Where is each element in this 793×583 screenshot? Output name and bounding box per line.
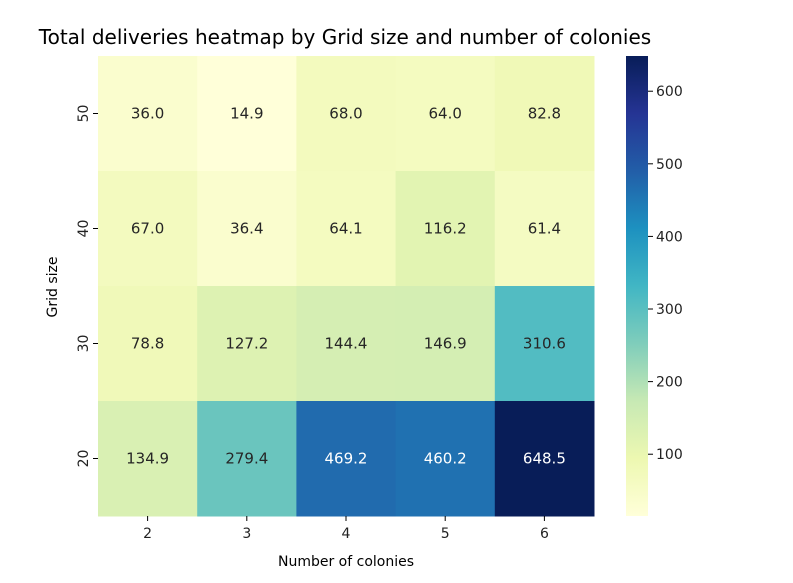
heatmap-cell xyxy=(197,401,297,517)
cell-value-label: 67.0 xyxy=(131,220,164,238)
heatmap-cell xyxy=(197,171,297,287)
colorbar xyxy=(626,56,648,516)
x-axis-label: Number of colonies xyxy=(278,554,414,570)
cell-value-label: 36.0 xyxy=(131,105,164,123)
cell-value-label: 310.6 xyxy=(523,335,566,353)
cell-value-label: 64.0 xyxy=(428,105,461,123)
heatmap-cell xyxy=(98,56,198,172)
heatmap-cell xyxy=(395,171,496,287)
heatmap-cell xyxy=(296,286,397,402)
heatmap-cell xyxy=(296,401,397,517)
x-tick-label: 3 xyxy=(242,526,251,542)
heatmap-cell xyxy=(296,56,397,172)
cell-value-label: 36.4 xyxy=(230,220,263,238)
heatmap-cell xyxy=(197,286,297,402)
heatmap-cell xyxy=(197,56,297,172)
y-tick-label: 40 xyxy=(76,220,92,238)
heatmap-cell xyxy=(98,401,198,517)
heatmap-cell xyxy=(494,401,595,517)
colorbar-tick-label: 300 xyxy=(656,302,683,318)
heatmap-cell xyxy=(494,171,595,287)
heatmap-cell xyxy=(395,401,496,517)
cell-value-label: 469.2 xyxy=(325,450,368,468)
cell-value-label: 14.9 xyxy=(230,105,263,123)
y-axis-label: Grid size xyxy=(45,257,61,318)
heatmap-cell xyxy=(296,171,397,287)
colorbar-tick-label: 500 xyxy=(656,157,683,173)
cell-value-label: 64.1 xyxy=(329,220,362,238)
heatmap-cell xyxy=(395,286,496,402)
cell-value-label: 146.9 xyxy=(424,335,467,353)
cell-value-label: 460.2 xyxy=(424,450,467,468)
cell-value-label: 127.2 xyxy=(225,335,268,353)
colorbar-tick-label: 100 xyxy=(656,447,683,463)
cell-value-label: 134.9 xyxy=(126,450,169,468)
cell-value-label: 82.8 xyxy=(528,105,561,123)
heatmap-cell xyxy=(494,286,595,402)
colorbar-tick-label: 600 xyxy=(656,84,683,100)
heatmap-cell xyxy=(98,286,198,402)
chart-title: Total deliveries heatmap by Grid size an… xyxy=(38,25,651,49)
y-tick-label: 30 xyxy=(76,335,92,353)
x-tick-label: 2 xyxy=(143,526,152,542)
cell-value-label: 279.4 xyxy=(225,450,268,468)
cell-value-label: 61.4 xyxy=(528,220,561,238)
x-axis: 2 3 4 5 6 xyxy=(143,516,549,542)
heatmap-cell xyxy=(494,56,595,172)
x-tick-label: 4 xyxy=(342,526,351,542)
cell-value-label: 144.4 xyxy=(325,335,368,353)
colorbar-ticks: 100 200 300 400 500 600 xyxy=(648,84,683,463)
colorbar-tick-label: 200 xyxy=(656,375,683,391)
x-tick-label: 5 xyxy=(441,526,450,542)
cell-value-label: 78.8 xyxy=(131,335,164,353)
y-tick-label: 50 xyxy=(76,105,92,123)
heatmap-cell xyxy=(98,171,198,287)
y-tick-label: 20 xyxy=(76,450,92,468)
cell-value-label: 648.5 xyxy=(523,450,566,468)
cell-value-label: 116.2 xyxy=(424,220,467,238)
heatmap-cells: 36.0 14.9 68.0 64.0 82.8 67.0 36.4 64.1 116.2 61.… xyxy=(98,56,595,517)
x-tick-label: 6 xyxy=(540,526,549,542)
colorbar-tick-label: 400 xyxy=(656,229,683,245)
heatmap-cell xyxy=(395,56,496,172)
cell-value-label: 68.0 xyxy=(329,105,362,123)
y-axis: 50 40 30 20 xyxy=(76,105,98,468)
